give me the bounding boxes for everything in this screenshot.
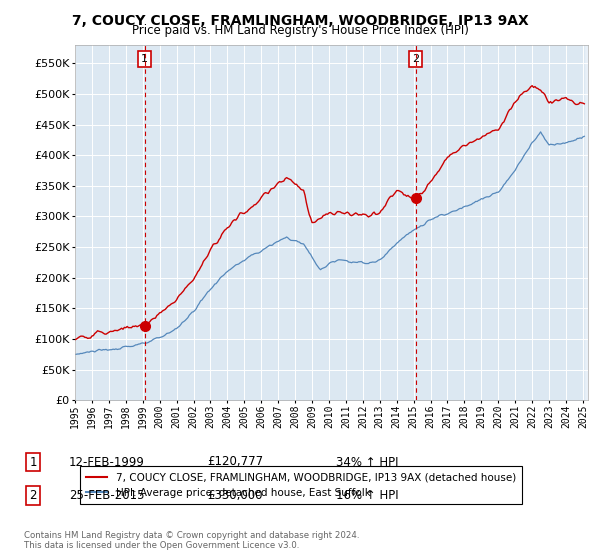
Text: 2: 2 xyxy=(412,54,419,64)
Text: 25-FEB-2015: 25-FEB-2015 xyxy=(69,489,145,502)
Legend: 7, COUCY CLOSE, FRAMLINGHAM, WOODBRIDGE, IP13 9AX (detached house), HPI: Average: 7, COUCY CLOSE, FRAMLINGHAM, WOODBRIDGE,… xyxy=(80,466,522,504)
Text: 1: 1 xyxy=(29,455,37,469)
Text: Contains HM Land Registry data © Crown copyright and database right 2024.
This d: Contains HM Land Registry data © Crown c… xyxy=(24,530,359,550)
Text: 2: 2 xyxy=(29,489,37,502)
Text: £120,777: £120,777 xyxy=(207,455,263,469)
Text: 7, COUCY CLOSE, FRAMLINGHAM, WOODBRIDGE, IP13 9AX: 7, COUCY CLOSE, FRAMLINGHAM, WOODBRIDGE,… xyxy=(71,14,529,28)
Text: £330,000: £330,000 xyxy=(207,489,263,502)
Text: 1: 1 xyxy=(141,54,148,64)
Text: 12-FEB-1999: 12-FEB-1999 xyxy=(69,455,145,469)
Text: 34% ↑ HPI: 34% ↑ HPI xyxy=(336,455,398,469)
Text: 16% ↑ HPI: 16% ↑ HPI xyxy=(336,489,398,502)
Text: Price paid vs. HM Land Registry's House Price Index (HPI): Price paid vs. HM Land Registry's House … xyxy=(131,24,469,37)
